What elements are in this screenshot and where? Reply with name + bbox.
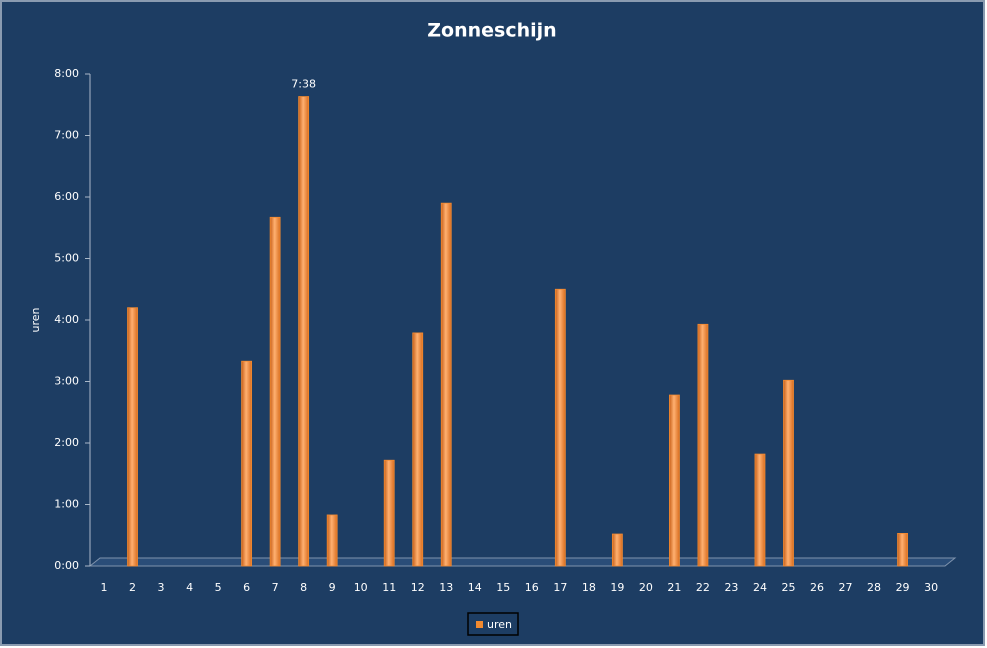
legend-box: [467, 612, 519, 636]
x-tick-label: 16: [525, 581, 539, 594]
x-tick-label: 15: [496, 581, 510, 594]
data-label: 7:38: [291, 78, 316, 91]
legend-swatch: [476, 621, 483, 628]
y-tick-label: 8:00: [54, 67, 79, 80]
x-tick-label: 8: [300, 581, 307, 594]
x-tick-label: 24: [753, 581, 767, 594]
y-tick-label: 3:00: [54, 375, 79, 388]
bar: [754, 453, 766, 567]
x-tick-label: 5: [215, 581, 222, 594]
bar: [269, 216, 281, 567]
x-tick-label: 21: [667, 581, 681, 594]
x-tick-label: 4: [186, 581, 193, 594]
y-tick-label: 0:00: [54, 559, 79, 572]
x-tick-label: 30: [924, 581, 938, 594]
x-tick-label: 11: [382, 581, 396, 594]
bar: [440, 202, 452, 567]
x-tick-label: 20: [639, 581, 653, 594]
x-tick-label: 13: [439, 581, 453, 594]
y-tick-label: 4:00: [54, 313, 79, 326]
x-tick-label: 12: [411, 581, 425, 594]
bar: [554, 288, 566, 567]
x-tick-label: 26: [810, 581, 824, 594]
legend-label: uren: [487, 618, 512, 631]
x-tick-label: 10: [354, 581, 368, 594]
bar: [383, 459, 395, 567]
y-tick-label: 2:00: [54, 436, 79, 449]
x-tick-label: 27: [839, 581, 853, 594]
x-tick-label: 19: [610, 581, 624, 594]
y-axis-label: uren: [29, 307, 42, 332]
y-tick-label: 1:00: [54, 498, 79, 511]
x-tick-label: 17: [553, 581, 567, 594]
legend: uren: [467, 612, 519, 636]
chart-title: Zonneschijn: [427, 20, 556, 42]
bar: [298, 96, 310, 567]
bar: [326, 514, 338, 567]
x-tick-label: 23: [724, 581, 738, 594]
x-tick-label: 9: [329, 581, 336, 594]
bar: [241, 360, 253, 567]
bar: [783, 379, 794, 567]
x-tick-label: 2: [129, 581, 136, 594]
x-tick-label: 18: [582, 581, 596, 594]
x-tick-label: 6: [243, 581, 250, 594]
x-tick-label: 25: [781, 581, 795, 594]
x-tick-label: 3: [158, 581, 165, 594]
x-tick-label: 28: [867, 581, 881, 594]
y-tick-label: 7:00: [54, 129, 79, 142]
y-tick-label: 6:00: [54, 190, 79, 203]
x-tick-label: 1: [101, 581, 108, 594]
x-tick-label: 29: [896, 581, 910, 594]
bar: [611, 533, 623, 567]
bar: [669, 394, 680, 567]
bar: [897, 533, 908, 567]
bar: [697, 323, 709, 567]
x-tick-label: 7: [272, 581, 279, 594]
x-tick-label: 22: [696, 581, 710, 594]
x-tick-label: 14: [468, 581, 482, 594]
y-tick-label: 5:00: [54, 252, 79, 265]
bar: [127, 307, 138, 567]
floor: [88, 557, 957, 567]
bar: [412, 332, 424, 567]
